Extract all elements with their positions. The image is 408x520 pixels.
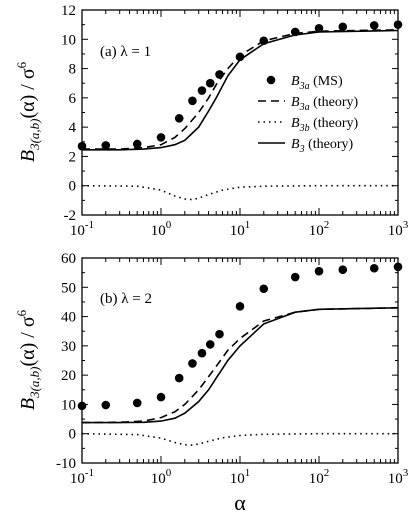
- data-point: [369, 21, 379, 30]
- x-tick-label: 103: [388, 219, 408, 239]
- series-line-solid: [82, 29, 399, 151]
- y-tick-label: -2: [64, 208, 77, 224]
- data-point: [338, 22, 348, 32]
- data-point: [188, 359, 197, 368]
- panel-b-label: (b) λ = 2: [100, 291, 152, 307]
- data-point: [197, 86, 207, 95]
- x-tick-label: 102: [309, 467, 330, 487]
- data-point: [215, 329, 224, 339]
- legend-label: B3a (theory): [291, 95, 358, 113]
- y-tick-label: 60: [61, 251, 76, 267]
- y-tick-label: 20: [61, 368, 76, 384]
- y-tick-label: 4: [69, 120, 77, 136]
- y-tick-label: 10: [61, 397, 76, 413]
- y-label-sup: 6: [14, 61, 29, 68]
- panel-a-ticks: -2 0 2 4 6 8 10 12 10-1 100 101 102 103: [61, 3, 408, 239]
- svg-text:B3(a,b)(α) / σ6: B3(a,b)(α) / σ6: [14, 61, 42, 162]
- data-point: [259, 284, 269, 294]
- y-label-rest: (α) / σ: [17, 68, 39, 118]
- data-point: [174, 114, 184, 123]
- panel-a-frame: [81, 9, 399, 216]
- series-line-dashed: [81, 307, 399, 424]
- svg-text:B3(a,b)(α) / σ6: B3(a,b)(α) / σ6: [14, 309, 42, 410]
- panel-a-series: [77, 20, 403, 201]
- panel-b-series: [77, 262, 403, 446]
- x-tick-label: 101: [230, 219, 251, 239]
- y-tick-label: 30: [61, 339, 76, 355]
- panel-a: -2 0 2 4 6 8 10 12 10-1 100 101 102 103 (a) λ = 1 B3…: [14, 3, 408, 239]
- y-tick-label: 10: [61, 32, 76, 48]
- y-tick-label: 12: [61, 3, 76, 19]
- y-axis-label-b: B3(a,b)(α) / σ6: [14, 309, 42, 410]
- y-label-rest: (α) / σ: [17, 316, 39, 366]
- series-line-dotted: [81, 184, 398, 201]
- x-tick-label: 10-1: [70, 467, 94, 487]
- panel-b-frame: [81, 257, 399, 464]
- data-point: [290, 272, 300, 282]
- data-point: [132, 398, 142, 408]
- y-label-sub: 3(a,b): [27, 367, 42, 399]
- data-point: [197, 348, 207, 358]
- y-tick-label: 2: [69, 149, 77, 165]
- x-tick-label: 100: [151, 467, 172, 487]
- data-point: [205, 340, 215, 349]
- y-label-sub: 3(a,b): [27, 119, 42, 151]
- data-point: [215, 70, 224, 79]
- data-point: [174, 373, 184, 383]
- data-point: [188, 96, 197, 106]
- y-tick-label: 40: [61, 310, 76, 326]
- legend-marker-points: [266, 75, 276, 85]
- data-point: [393, 20, 403, 29]
- y-tick-label: 0: [69, 179, 77, 195]
- panel-a-label: (a) λ = 1: [100, 44, 151, 60]
- y-tick-label: 50: [61, 280, 76, 296]
- legend: B3a (MS) B3a (theory) B3b (theory) B3 (theo…: [258, 74, 358, 155]
- y-tick-label: 6: [69, 91, 77, 107]
- y-tick-label: -10: [56, 456, 76, 472]
- data-point: [156, 133, 166, 142]
- y-label-sup: 6: [14, 309, 29, 316]
- data-point: [338, 265, 348, 275]
- data-point: [132, 139, 142, 149]
- data-point: [77, 401, 87, 411]
- data-point: [101, 141, 111, 150]
- x-tick-label: 102: [309, 219, 330, 239]
- y-label-main: B: [17, 398, 39, 410]
- data-point: [205, 78, 215, 88]
- x-tick-label: 101: [230, 467, 251, 487]
- data-point: [314, 266, 324, 276]
- x-axis-label: α: [234, 490, 246, 515]
- data-point: [101, 400, 111, 410]
- legend-label: B3a (MS): [291, 74, 343, 92]
- x-tick-label: 100: [151, 219, 172, 239]
- y-tick-label: 8: [69, 62, 77, 78]
- panel-b-ticks: -10 0 10 20 30 40 50 60 10-1 100 101 102 103: [56, 251, 408, 487]
- legend-label: B3b (theory): [291, 116, 358, 134]
- y-axis-label-a: B3(a,b)(α) / σ6: [14, 61, 42, 162]
- x-tick-label: 10-1: [70, 219, 94, 239]
- series-line-solid: [82, 307, 399, 424]
- legend-label: B3 (theory): [291, 137, 353, 155]
- data-point: [156, 392, 166, 402]
- y-label-main: B: [17, 150, 39, 162]
- x-tick-label: 103: [388, 467, 408, 487]
- data-point: [393, 262, 403, 272]
- series-line-dotted: [81, 432, 398, 446]
- y-tick-label: 0: [69, 427, 77, 443]
- data-point: [369, 263, 379, 273]
- series-line-dashed: [82, 29, 399, 150]
- data-point: [235, 302, 245, 311]
- panel-b: -10 0 10 20 30 40 50 60 10-1 100 101 102 103 (b) λ =…: [14, 251, 408, 487]
